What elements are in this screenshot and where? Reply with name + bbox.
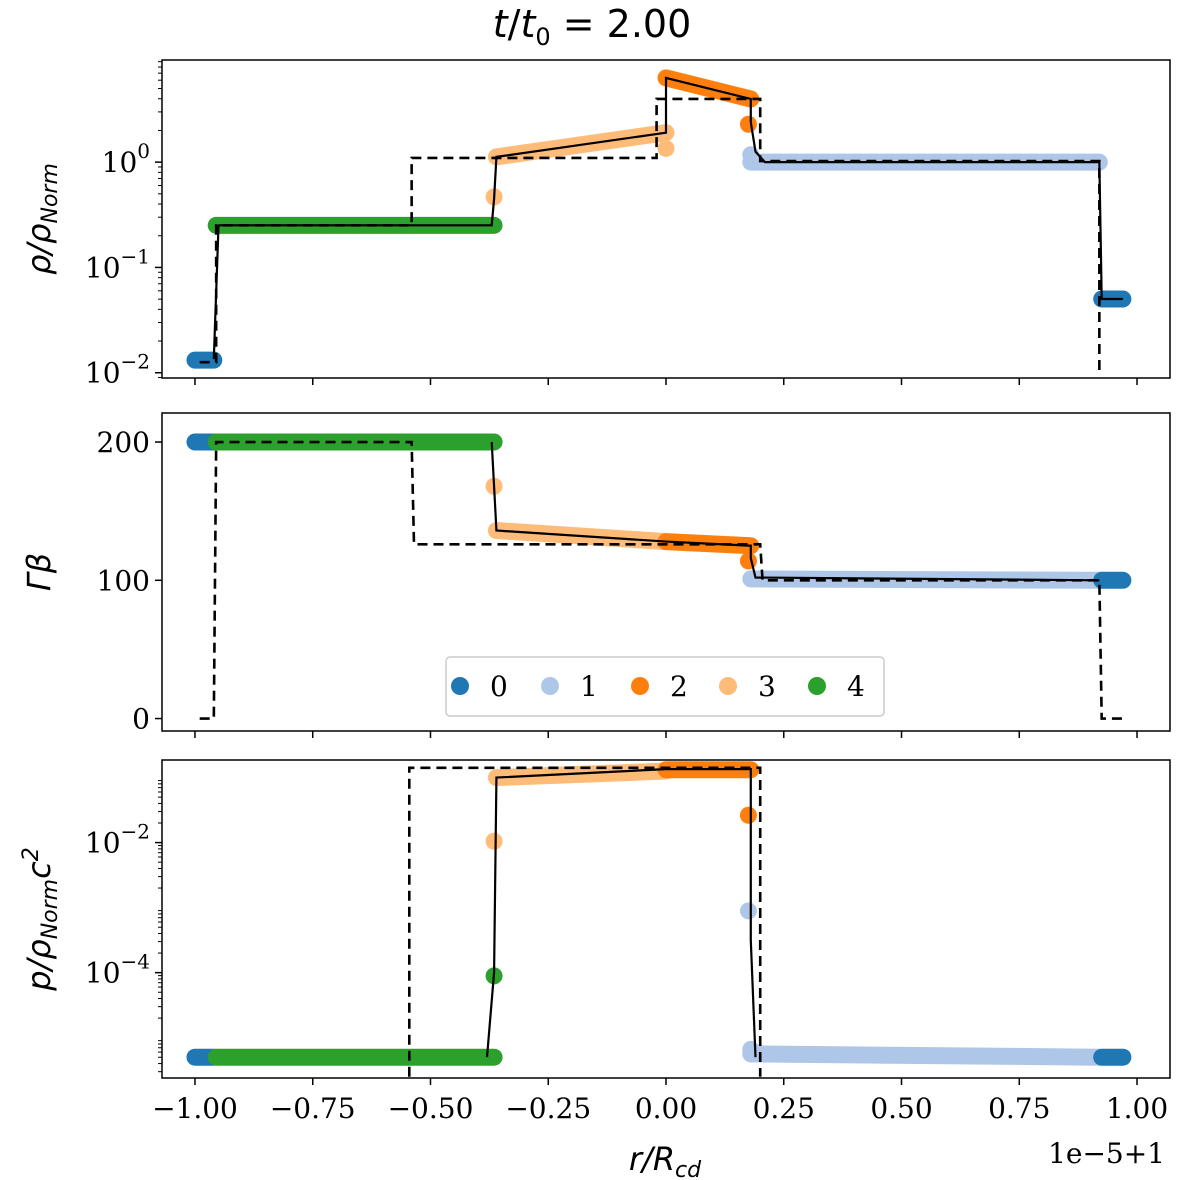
- legend-marker: [631, 677, 649, 695]
- axes-frame: [161, 59, 1171, 379]
- cluster-3-point: [657, 139, 675, 157]
- y-tick-label: 10−2: [85, 820, 150, 860]
- y-tick-label: 10−1: [85, 244, 150, 284]
- x-tick-label: 0.25: [753, 1092, 815, 1125]
- analytic-dashed-line: [199, 440, 1123, 720]
- y-tick-label: 100: [97, 564, 150, 597]
- legend: 0 1 2 3 4: [445, 656, 885, 717]
- legend-label: 0: [490, 670, 508, 703]
- y-axis-label-density: ρ/ρNorm: [20, 163, 63, 275]
- x-tick-label: 0.00: [635, 1092, 697, 1125]
- analytic-dashed-line: [407, 766, 762, 1077]
- simulation-line: [485, 768, 757, 1058]
- analytic-dashed-line: [199, 97, 1101, 373]
- legend-label: 3: [758, 670, 776, 703]
- y-tick-label: 10−4: [85, 950, 150, 990]
- legend-item-0: 0: [451, 670, 508, 703]
- legend-marker: [451, 677, 469, 695]
- plot-area: [186, 69, 1132, 373]
- cluster-1-point: [742, 146, 760, 164]
- cluster-3-point: [485, 832, 503, 850]
- y-tick-label: 0: [132, 703, 150, 736]
- plot-area: [186, 433, 1132, 720]
- x-tick-label: −0.25: [505, 1092, 591, 1125]
- cluster-1-point: [742, 1040, 760, 1058]
- legend-item-1: 1: [541, 670, 598, 703]
- y-axis-labels: ρ/ρNorm Γβ p/ρNormc2: [19, 163, 63, 992]
- x-tick-labels: −1.00 −0.75 −0.50 −0.25 0.00 0.25 0.50 0.75 1.00: [152, 1092, 1168, 1125]
- legend-marker: [808, 677, 826, 695]
- axes-frame: [161, 759, 1171, 1079]
- plot-area: [186, 761, 1132, 1077]
- legend-label: 4: [847, 670, 865, 703]
- x-offset-label: 1e−5+1: [1048, 1137, 1165, 1170]
- legend-marker: [719, 677, 737, 695]
- legend-label: 2: [670, 670, 688, 703]
- y-tick-label: 100: [102, 139, 150, 179]
- density-panel: 100 10−1 10−2: [85, 59, 1171, 390]
- chart-title: t/t0 = 2.00: [493, 2, 692, 51]
- x-tick-label: 0.50: [870, 1092, 932, 1125]
- legend-item-2: 2: [631, 670, 688, 703]
- y-axis-label-momentum: Γβ: [20, 553, 58, 591]
- x-tick-label: −1.00: [152, 1092, 238, 1125]
- y-tick-label: 200: [97, 426, 150, 459]
- legend-frame: [445, 656, 885, 717]
- y-axis-label-pressure: p/ρNormc2: [19, 847, 63, 991]
- x-tick-label: −0.50: [388, 1092, 474, 1125]
- legend-marker: [541, 677, 559, 695]
- cluster-2-point: [739, 115, 757, 133]
- x-tick-label: −0.75: [270, 1092, 356, 1125]
- cluster-1-points: [742, 1045, 1108, 1066]
- legend-label: 1: [580, 670, 598, 703]
- legend-item-3: 3: [719, 670, 776, 703]
- axes-frame: [161, 412, 1171, 732]
- simulation-line: [490, 441, 1100, 582]
- cluster-2-point: [739, 552, 757, 570]
- x-axis-label: r/Rcd: [629, 1140, 702, 1180]
- cluster-1-point: [739, 902, 757, 920]
- y-tick-label: 10−2: [85, 350, 150, 390]
- cluster-2-point: [739, 806, 757, 824]
- x-tick-label: 1.00: [1106, 1092, 1168, 1125]
- pressure-panel: 10−2 10−4: [85, 759, 1171, 1085]
- x-tick-label: 0.75: [988, 1092, 1050, 1125]
- momentum-panel: 0 100 200: [97, 412, 1171, 738]
- legend-item-4: 4: [808, 670, 865, 703]
